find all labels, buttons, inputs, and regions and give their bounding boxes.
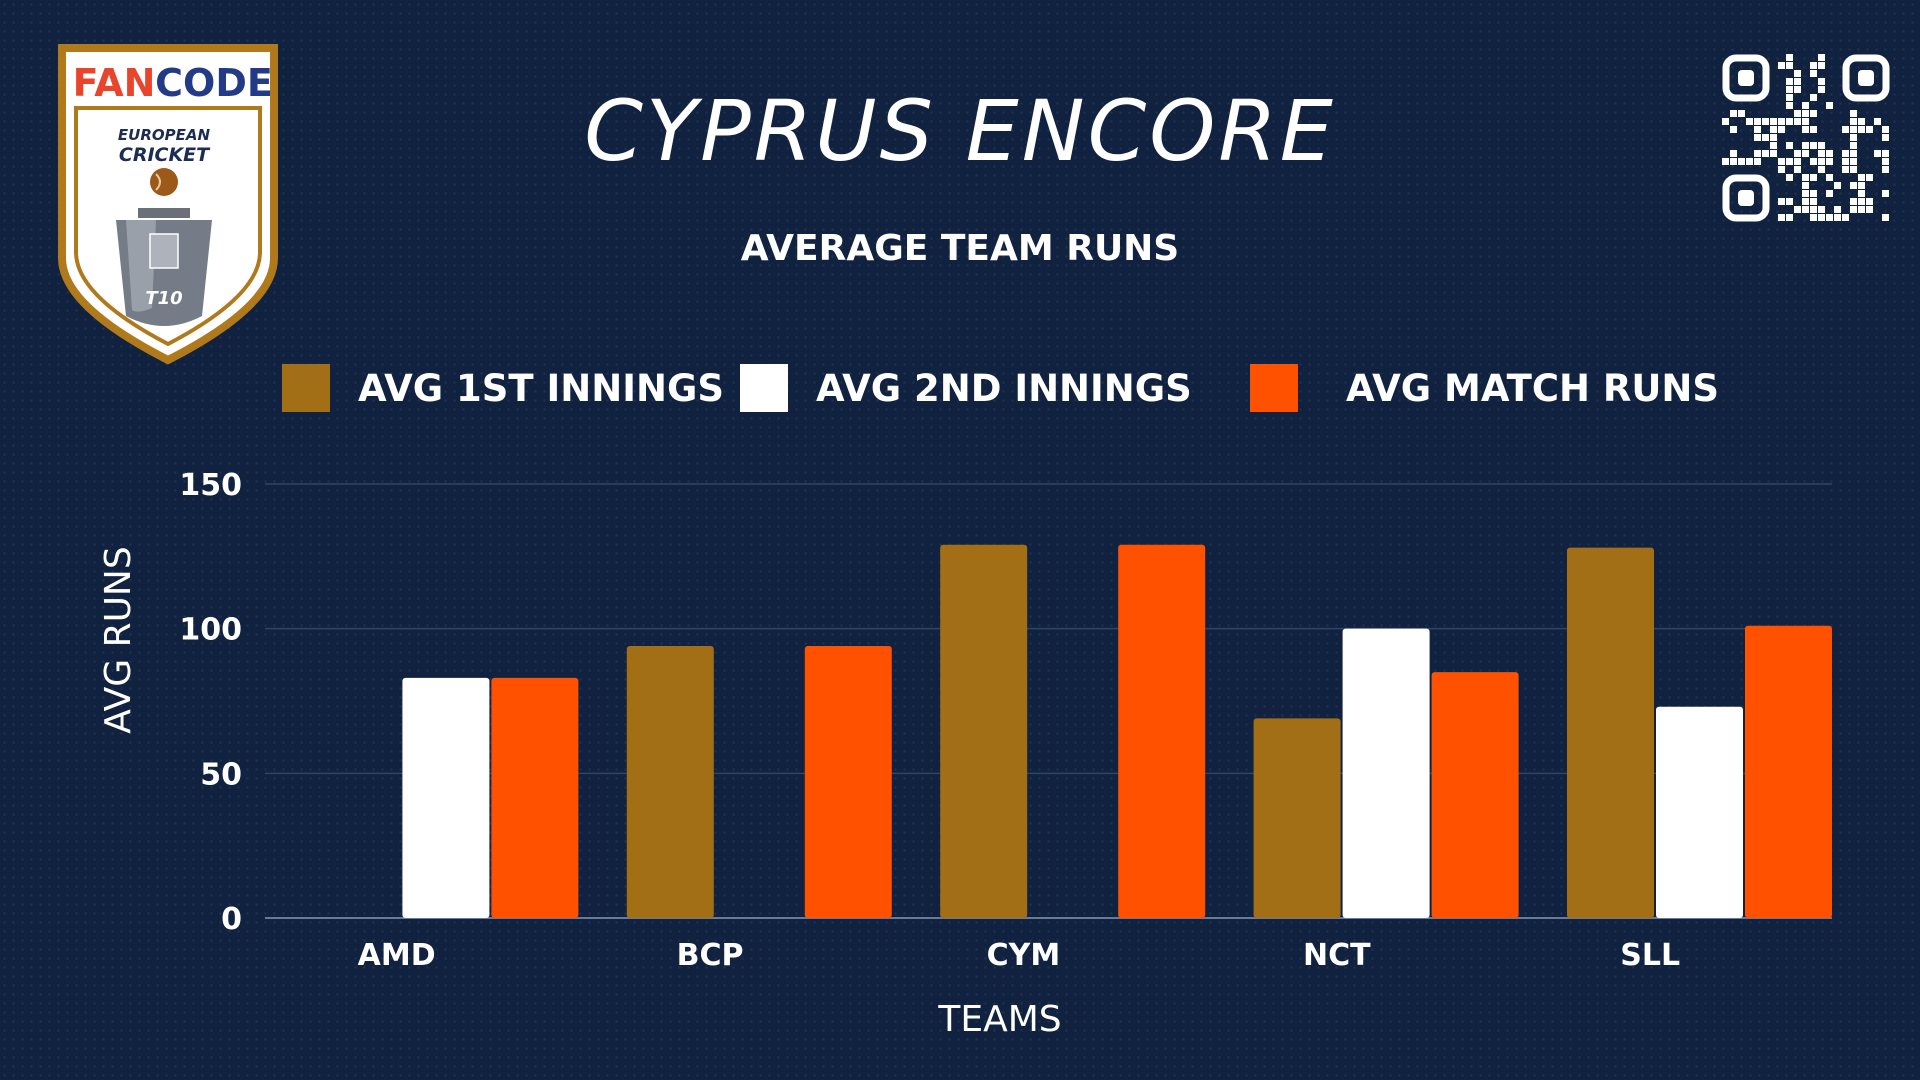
y-tick-label: 150: [179, 468, 242, 503]
x-tick-label-bcp: BCP: [677, 938, 744, 973]
page-title: CYPRUS ENCORE: [584, 82, 1336, 180]
legend-label-match-runs: AVG MATCH RUNS: [1346, 366, 1719, 410]
y-axis-title: AVG RUNS: [98, 546, 139, 733]
x-tick-label-amd: AMD: [358, 938, 436, 973]
y-tick-label: 50: [200, 757, 242, 792]
bar-sll-series-3: [1745, 625, 1832, 918]
bar-nct-series-1: [1253, 718, 1341, 918]
legend-swatch-2nd-innings: [740, 364, 788, 412]
logo-line-european: EUROPEAN: [118, 126, 211, 144]
bar-amd-series-3: [491, 677, 579, 918]
legend-swatch-1st-innings: [282, 364, 330, 412]
legend-item-match-runs: AVG MATCH RUNS: [1250, 364, 1719, 412]
bar-sll-series-2: [1656, 706, 1743, 918]
bars: [402, 544, 1832, 918]
qr-code-icon: [1722, 54, 1890, 222]
logo-format: T10: [145, 288, 182, 309]
legend-label-2nd-innings: AVG 2ND INNINGS: [816, 366, 1192, 410]
bar-sll-series-1: [1567, 547, 1654, 918]
x-tick-label-sll: SLL: [1620, 938, 1680, 973]
legend-swatch-match-runs: [1250, 364, 1298, 412]
bar-cym-series-3: [1118, 544, 1206, 918]
legend-item-2nd-innings: AVG 2ND INNINGS: [740, 364, 1192, 412]
logo-brand-right: CODE: [155, 61, 273, 105]
bar-nct-series-3: [1431, 672, 1519, 918]
bar-bcp-series-1: [626, 646, 714, 918]
legend-label-1st-innings: AVG 1ST INNINGS: [358, 366, 724, 410]
bar-amd-series-2: [402, 677, 490, 918]
bar-bcp-series-3: [804, 646, 892, 918]
axis-labels: 0 50 100 150 AMD BCP CYM NCT SLL: [179, 468, 1680, 973]
logo-brand-left: FAN: [73, 61, 156, 105]
bar-nct-series-2: [1342, 628, 1430, 918]
x-axis-title: TEAMS: [937, 999, 1061, 1040]
x-tick-label-nct: NCT: [1303, 938, 1371, 973]
x-tick-label-cym: CYM: [987, 938, 1061, 973]
y-tick-label: 0: [221, 902, 242, 937]
bar-cym-series-1: [940, 544, 1028, 918]
y-tick-label: 100: [179, 613, 242, 648]
logo-line-cricket: CRICKET: [119, 144, 211, 166]
legend-item-1st-innings: AVG 1ST INNINGS: [282, 364, 724, 412]
chart-subtitle: AVERAGE TEAM RUNS: [740, 228, 1180, 269]
fancode-european-cricket-t10-logo: FAN CODE EUROPEAN CRICKET T10: [58, 44, 278, 365]
